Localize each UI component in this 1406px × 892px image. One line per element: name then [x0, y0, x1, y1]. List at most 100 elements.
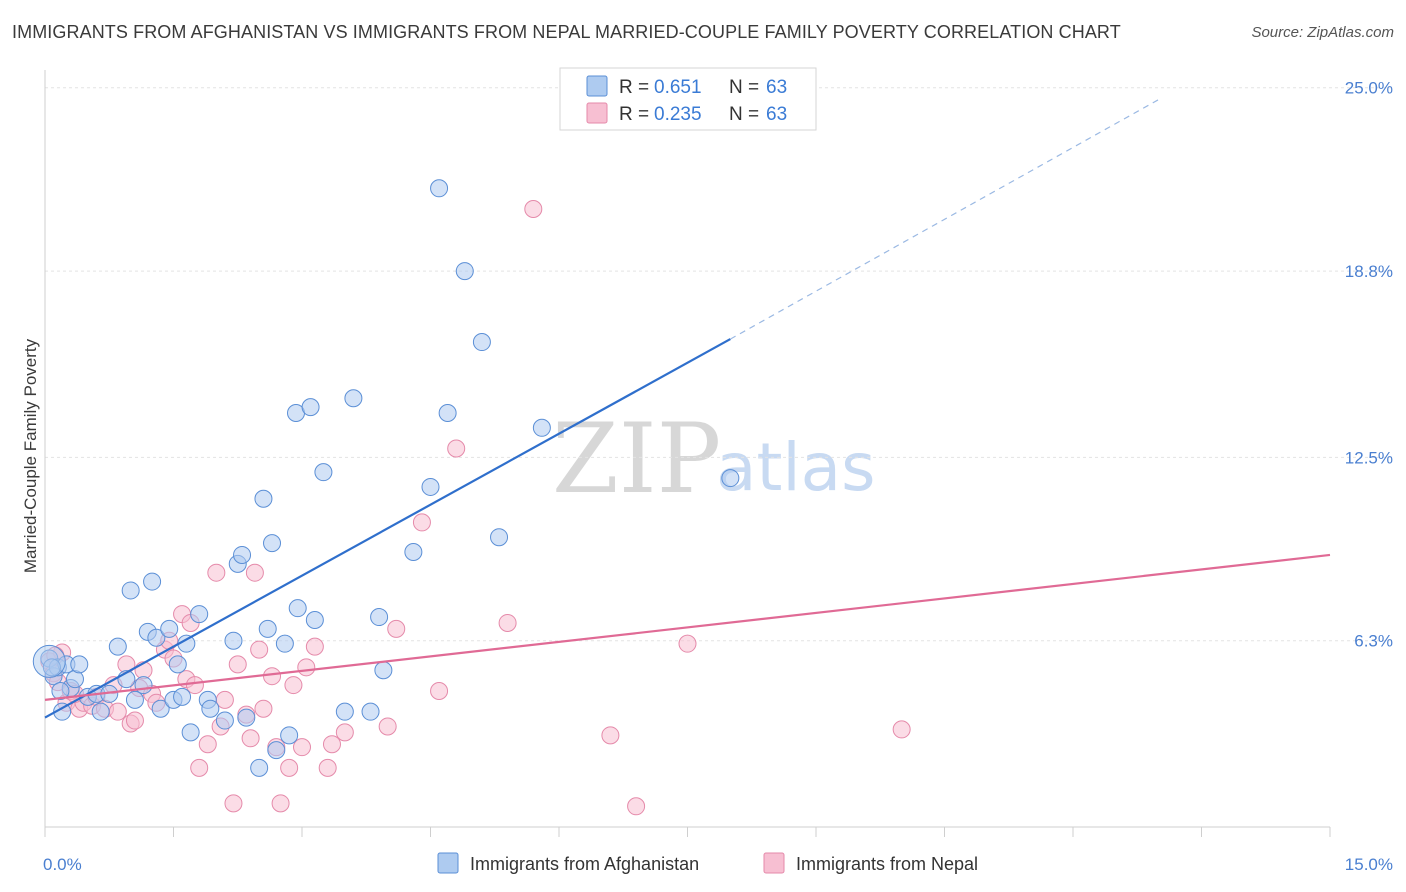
- afghanistan-point: [721, 469, 740, 488]
- afghanistan-point: [51, 681, 70, 700]
- bottom-legend-swatch-afghanistan: [437, 852, 459, 874]
- legend-swatch-afghanistan: [586, 75, 608, 97]
- y-tick-label: 6.3%: [1354, 632, 1393, 651]
- afghanistan-point: [134, 676, 153, 695]
- series-legend: Immigrants from Afghanistan Immigrants f…: [437, 852, 978, 874]
- afghanistan-point: [472, 333, 491, 352]
- nepal-point: [271, 794, 290, 813]
- nepal-point: [215, 690, 234, 709]
- afghanistan-point: [168, 655, 187, 674]
- correlation-legend: R = 0.651 N = 63 R = 0.235 N = 63: [559, 67, 817, 131]
- afghanistan-point: [314, 463, 333, 482]
- nepal-point: [254, 699, 273, 718]
- legend-n-label-nepal: N =: [729, 104, 759, 125]
- afghanistan-point: [361, 702, 380, 721]
- legend-r-label-afghanistan: R =: [619, 77, 649, 98]
- nepal-point: [318, 758, 337, 777]
- nepal-point: [250, 640, 269, 659]
- afghanistan-point: [254, 489, 273, 508]
- trend-lines: [44, 99, 1331, 719]
- afghanistan-point: [125, 690, 144, 709]
- nepal-point: [198, 735, 217, 754]
- watermark-atlas: atlas: [716, 429, 876, 506]
- nepal-point: [125, 711, 144, 730]
- nepal-point: [297, 658, 316, 677]
- nepal-point: [293, 738, 311, 757]
- afghanistan-point: [438, 404, 457, 423]
- afghanistan-point: [181, 723, 200, 742]
- nepal-point: [892, 720, 911, 739]
- afghanistan-point: [421, 477, 440, 496]
- nepal-point: [524, 199, 543, 218]
- nepal-point: [224, 794, 243, 813]
- legend-r-value-afghanistan: 0.651: [654, 77, 702, 98]
- y-axis-label: Married-Couple Family Poverty: [21, 338, 40, 573]
- afghanistan-point: [147, 628, 166, 647]
- nepal-point: [305, 637, 324, 656]
- afghanistan-point: [190, 605, 209, 624]
- afghanistan-point: [374, 661, 393, 680]
- nepal-point: [284, 676, 303, 695]
- nepal-point: [447, 439, 466, 458]
- nepal-point: [185, 676, 204, 695]
- nepal-point: [412, 513, 431, 532]
- nepal-point: [280, 758, 299, 777]
- legend-n-label-afghanistan: N =: [729, 77, 759, 98]
- nepal-point: [335, 723, 354, 742]
- nepal-point: [245, 563, 264, 582]
- afghanistan-point: [250, 758, 269, 777]
- afghanistan-point: [108, 637, 127, 656]
- afghanistan-point: [532, 418, 551, 437]
- afghanistan-point: [344, 389, 363, 408]
- legend-r-label-nepal: R =: [619, 104, 649, 125]
- afghanistan-point: [275, 634, 294, 653]
- afghanistan-point: [280, 726, 299, 745]
- axes: [44, 70, 1331, 837]
- nepal-point: [387, 619, 406, 638]
- y-tick-label: 18.8%: [1345, 262, 1393, 281]
- x-tick-label-min: 0.0%: [43, 855, 82, 874]
- legend-swatch-nepal: [586, 102, 608, 124]
- bottom-legend-label-afghanistan: Immigrants from Afghanistan: [470, 854, 699, 874]
- afghanistan-point-cluster: [32, 644, 66, 678]
- afghanistan-point: [151, 699, 170, 718]
- watermark-zip: ZIP: [552, 403, 721, 515]
- afghanistan-point: [215, 711, 234, 730]
- nepal-point: [430, 681, 449, 700]
- nepal-point: [601, 726, 620, 745]
- bottom-legend-label-nepal: Immigrants from Nepal: [796, 854, 978, 874]
- afghanistan-trend-line: [44, 338, 731, 719]
- y-tick-label: 25.0%: [1345, 79, 1393, 98]
- nepal-point: [228, 655, 247, 674]
- watermark: ZIP atlas: [552, 403, 876, 515]
- afghanistan-point: [233, 545, 252, 564]
- x-tick-label-max: 15.0%: [1345, 855, 1393, 874]
- y-tick-label: 12.5%: [1345, 448, 1393, 467]
- bottom-legend-swatch-nepal: [763, 852, 785, 874]
- afghanistan-points: [32, 179, 740, 777]
- y-tick-labels: 6.3% 12.5% 18.8% 25.0%: [1345, 79, 1393, 651]
- legend-n-value-nepal: 63: [766, 104, 787, 125]
- afghanistan-point: [160, 619, 179, 638]
- afghanistan-point: [91, 702, 110, 721]
- afghanistan-point: [267, 741, 286, 760]
- nepal-point: [190, 758, 209, 777]
- source-credit: Source: ZipAtlas.com: [1251, 24, 1394, 41]
- nepal-point: [241, 729, 260, 748]
- afghanistan-point: [301, 398, 320, 417]
- afghanistan-point: [121, 581, 140, 600]
- nepal-point: [322, 735, 341, 754]
- afghanistan-point: [455, 262, 474, 281]
- nepal-trend-line: [44, 553, 1331, 701]
- afghanistan-point: [258, 619, 277, 638]
- afghanistan-point: [305, 611, 324, 630]
- afghanistan-point: [404, 542, 423, 561]
- legend-n-value-afghanistan: 63: [766, 77, 787, 98]
- nepal-point: [207, 563, 226, 582]
- afghanistan-point: [490, 528, 509, 547]
- afghanistan-point: [70, 655, 89, 674]
- afghanistan-point: [201, 699, 220, 718]
- afghanistan-point: [224, 631, 243, 650]
- afghanistan-point: [173, 687, 192, 706]
